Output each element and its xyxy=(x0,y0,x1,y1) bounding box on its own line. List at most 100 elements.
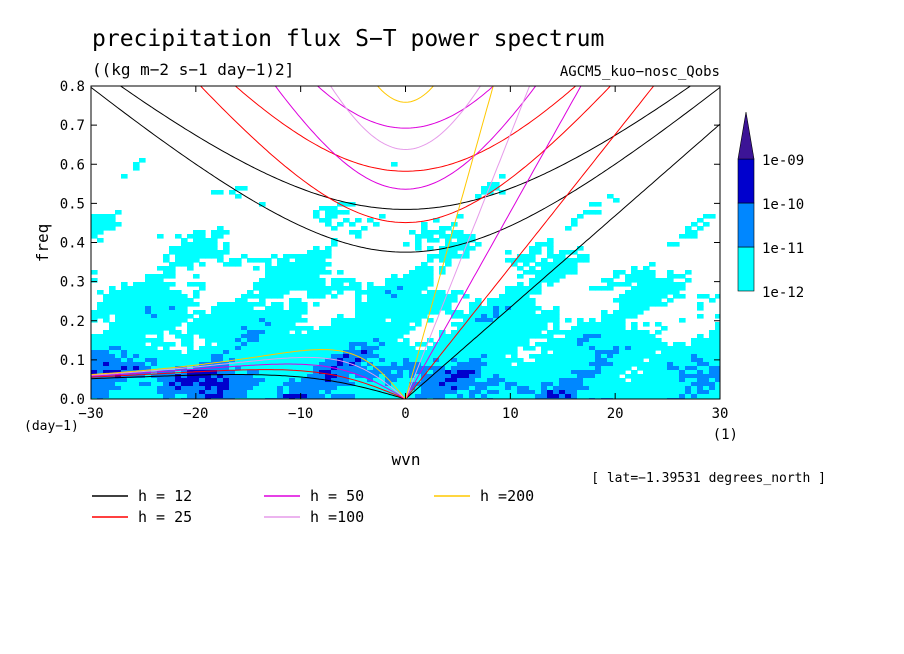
contour-cell xyxy=(271,322,278,327)
contour-cell xyxy=(295,318,302,323)
contour-cell xyxy=(181,294,188,299)
contour-cell xyxy=(91,222,98,227)
contour-cell xyxy=(373,338,380,343)
contour-cell xyxy=(619,282,626,287)
contour-cell xyxy=(373,378,380,383)
contour-cell xyxy=(241,342,248,347)
contour-cell xyxy=(415,246,422,251)
contour-cell xyxy=(559,250,566,255)
contour-cell xyxy=(121,326,128,331)
contour-cell xyxy=(205,314,212,319)
contour-cell xyxy=(709,378,716,383)
contour-cell xyxy=(199,370,206,375)
contour-cell xyxy=(193,242,200,247)
contour-cell xyxy=(439,394,446,399)
contour-cell xyxy=(331,382,338,387)
contour-cell xyxy=(469,394,476,399)
contour-cell xyxy=(553,366,560,371)
contour-cell xyxy=(553,386,560,391)
contour-cell xyxy=(619,330,626,335)
contour-cell xyxy=(523,342,530,347)
contour-cell xyxy=(583,334,590,339)
contour-cell xyxy=(571,342,578,347)
contour-cell xyxy=(379,286,386,291)
contour-cell xyxy=(529,290,536,295)
contour-cell xyxy=(577,322,584,327)
contour-cell xyxy=(409,366,416,371)
contour-cell xyxy=(337,286,344,291)
contour-cell xyxy=(325,382,332,387)
contour-cell xyxy=(103,346,110,351)
contour-cell xyxy=(457,378,464,383)
contour-cell xyxy=(169,270,176,275)
contour-cell xyxy=(529,334,536,339)
contour-cell xyxy=(505,362,512,367)
contour-cell xyxy=(547,362,554,367)
contour-cell xyxy=(163,282,170,287)
contour-cell xyxy=(637,310,644,315)
contour-cell xyxy=(709,386,716,391)
contour-cell xyxy=(643,366,650,371)
contour-cell xyxy=(697,390,704,395)
contour-cell xyxy=(643,394,650,399)
contour-cell xyxy=(103,370,110,375)
contour-cell xyxy=(613,382,620,387)
contour-cell xyxy=(601,330,608,335)
contour-cell xyxy=(169,274,176,279)
contour-cell xyxy=(259,202,266,207)
contour-cell xyxy=(223,306,230,311)
contour-cell xyxy=(439,390,446,395)
contour-cell xyxy=(91,382,98,387)
contour-cell xyxy=(493,302,500,307)
contour-cell xyxy=(277,382,284,387)
contour-cell xyxy=(397,322,404,327)
contour-cell xyxy=(277,378,284,383)
contour-cell xyxy=(271,366,278,371)
contour-cell xyxy=(715,322,720,327)
contour-cell xyxy=(661,294,668,299)
contour-cell xyxy=(505,310,512,315)
contour-cell xyxy=(445,374,452,379)
contour-cell xyxy=(637,302,644,307)
contour-cell xyxy=(355,394,362,399)
contour-cell xyxy=(193,382,200,387)
contour-cell xyxy=(391,278,398,283)
contour-cell xyxy=(307,254,314,259)
contour-cell xyxy=(583,390,590,395)
contour-cell xyxy=(295,266,302,271)
contour-cell xyxy=(481,346,488,351)
contour-cell xyxy=(517,386,524,391)
contour-cell xyxy=(115,298,122,303)
contour-cell xyxy=(235,386,242,391)
contour-cell xyxy=(187,258,194,263)
contour-cell xyxy=(571,366,578,371)
contour-cell xyxy=(157,302,164,307)
contour-cell xyxy=(151,358,158,363)
contour-cell xyxy=(517,286,524,291)
contour-cell xyxy=(283,278,290,283)
contour-cell xyxy=(211,362,218,367)
contour-cell xyxy=(211,246,218,251)
contour-cell xyxy=(463,350,470,355)
contour-cell xyxy=(139,342,146,347)
contour-cell xyxy=(511,378,518,383)
contour-cell xyxy=(247,322,254,327)
contour-cell xyxy=(445,310,452,315)
contour-cell xyxy=(631,362,638,367)
contour-cell xyxy=(229,362,236,367)
contour-cell xyxy=(637,394,644,399)
contour-cell xyxy=(253,362,260,367)
contour-cell xyxy=(667,378,674,383)
contour-cell xyxy=(115,290,122,295)
contour-cell xyxy=(487,306,494,311)
contour-cell xyxy=(283,310,290,315)
contour-cell xyxy=(619,370,626,375)
contour-cell xyxy=(361,318,368,323)
contour-cell xyxy=(121,346,128,351)
contour-cell xyxy=(535,274,542,279)
contour-cell xyxy=(517,298,524,303)
contour-cell xyxy=(553,270,560,275)
dispersion-curve xyxy=(91,87,720,253)
contour-cell xyxy=(337,354,344,359)
